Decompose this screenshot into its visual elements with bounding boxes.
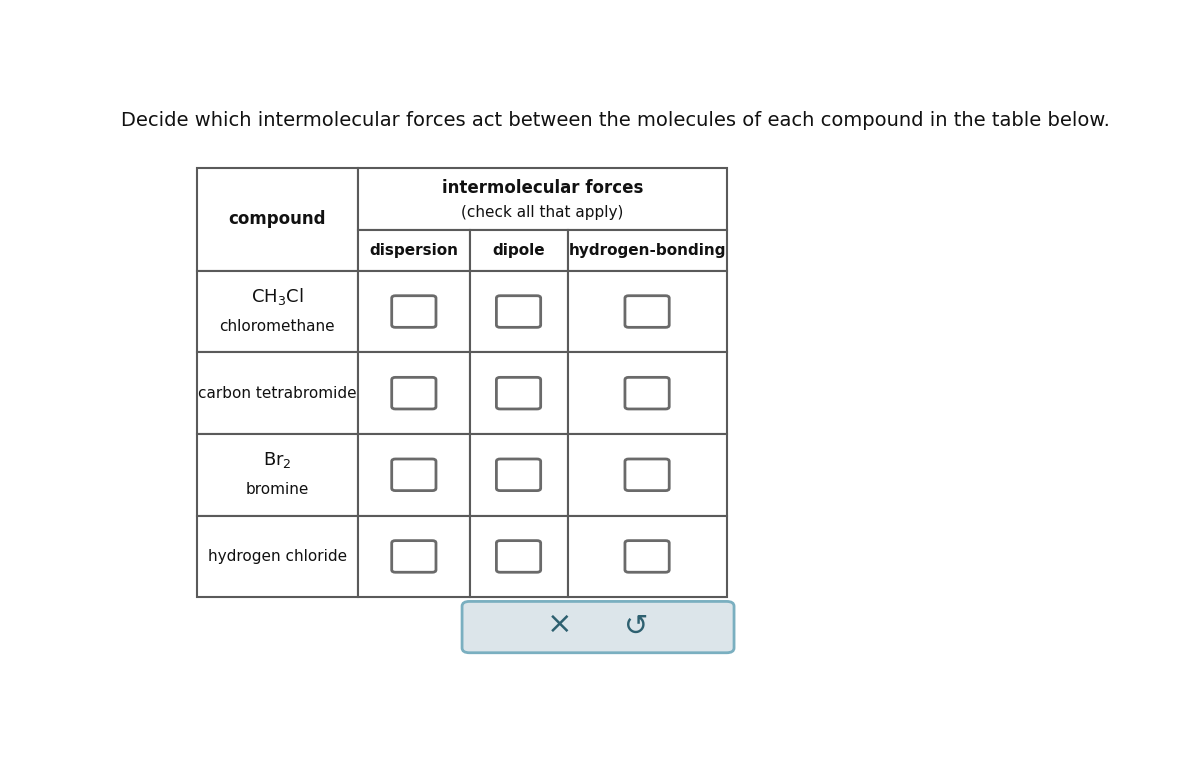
FancyBboxPatch shape [391, 541, 436, 572]
FancyBboxPatch shape [391, 296, 436, 327]
FancyBboxPatch shape [358, 167, 727, 230]
Text: bromine: bromine [246, 482, 310, 497]
FancyBboxPatch shape [391, 377, 436, 409]
Text: Decide which intermolecular forces act between the molecules of each compound in: Decide which intermolecular forces act b… [120, 111, 1110, 130]
Text: hydrogen chloride: hydrogen chloride [208, 549, 347, 564]
FancyBboxPatch shape [469, 515, 568, 598]
FancyBboxPatch shape [469, 434, 568, 515]
FancyBboxPatch shape [568, 270, 727, 353]
FancyBboxPatch shape [197, 434, 358, 515]
FancyBboxPatch shape [497, 377, 541, 409]
FancyBboxPatch shape [625, 459, 670, 491]
Text: (check all that apply): (check all that apply) [461, 205, 624, 220]
Text: ↺: ↺ [624, 613, 649, 641]
Text: Br$_2$: Br$_2$ [263, 450, 292, 470]
Text: compound: compound [228, 210, 326, 228]
FancyBboxPatch shape [358, 353, 469, 434]
FancyBboxPatch shape [497, 459, 541, 491]
FancyBboxPatch shape [462, 601, 734, 653]
FancyBboxPatch shape [625, 296, 670, 327]
Text: chloromethane: chloromethane [220, 319, 335, 334]
FancyBboxPatch shape [497, 541, 541, 572]
FancyBboxPatch shape [469, 353, 568, 434]
FancyBboxPatch shape [197, 167, 358, 270]
Text: hydrogen-bonding: hydrogen-bonding [569, 243, 726, 258]
FancyBboxPatch shape [568, 515, 727, 598]
FancyBboxPatch shape [469, 230, 568, 270]
Text: carbon tetrabromide: carbon tetrabromide [198, 386, 356, 401]
FancyBboxPatch shape [568, 434, 727, 515]
FancyBboxPatch shape [197, 353, 358, 434]
FancyBboxPatch shape [391, 459, 436, 491]
Text: CH$_3$Cl: CH$_3$Cl [251, 286, 304, 308]
FancyBboxPatch shape [358, 270, 469, 353]
FancyBboxPatch shape [568, 230, 727, 270]
FancyBboxPatch shape [358, 434, 469, 515]
Text: dispersion: dispersion [370, 243, 458, 258]
Text: dipole: dipole [492, 243, 545, 258]
FancyBboxPatch shape [197, 270, 358, 353]
FancyBboxPatch shape [568, 353, 727, 434]
FancyBboxPatch shape [469, 270, 568, 353]
Text: intermolecular forces: intermolecular forces [442, 178, 643, 197]
FancyBboxPatch shape [497, 296, 541, 327]
FancyBboxPatch shape [358, 230, 469, 270]
FancyBboxPatch shape [625, 541, 670, 572]
FancyBboxPatch shape [625, 377, 670, 409]
FancyBboxPatch shape [197, 515, 358, 598]
FancyBboxPatch shape [358, 515, 469, 598]
Text: ×: × [547, 610, 572, 639]
